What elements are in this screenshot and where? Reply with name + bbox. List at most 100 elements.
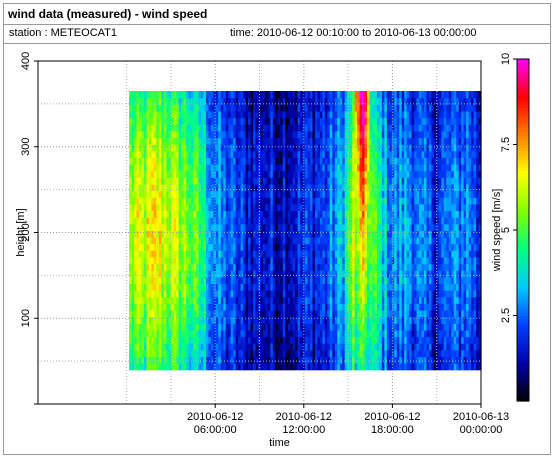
heatmap-cell [265, 270, 269, 278]
heatmap-cell [250, 144, 254, 152]
heatmap-cell [337, 236, 341, 245]
heatmap-cell [297, 144, 301, 152]
heatmap-cell [153, 250, 157, 258]
heatmap-cell [161, 144, 165, 152]
heatmap-cell [156, 110, 160, 119]
heatmap-cell [203, 276, 207, 285]
heatmap-cell [148, 316, 153, 324]
heatmap-cell [327, 170, 331, 178]
heatmap-cell [396, 349, 400, 358]
heatmap-cell [297, 303, 301, 311]
heatmap-cell [176, 250, 180, 258]
heatmap-cell [376, 177, 380, 185]
heatmap-cell [151, 303, 155, 311]
heatmap-cell [193, 190, 197, 198]
heatmap-cell [166, 343, 170, 351]
heatmap-cell [302, 290, 306, 298]
heatmap-cell [148, 104, 153, 112]
heatmap-cell [230, 236, 234, 245]
heatmap-cell [235, 170, 239, 178]
heatmap-cell [270, 363, 274, 371]
heatmap-cell [163, 197, 167, 205]
heatmap-cell [334, 283, 338, 291]
heatmap-cell [396, 190, 400, 198]
heatmap-cell [136, 104, 140, 112]
heatmap-cell [391, 210, 395, 218]
heatmap-cell [218, 343, 222, 351]
heatmap-cell [171, 270, 175, 278]
heatmap-cell [305, 183, 309, 192]
heatmap-cell [205, 270, 210, 278]
heatmap-cell [267, 177, 271, 185]
heatmap-cell [255, 250, 259, 258]
heatmap-cell [411, 356, 415, 364]
heatmap-cell [265, 223, 269, 231]
heatmap-cell [302, 236, 306, 245]
heatmap-cell [362, 296, 366, 304]
heatmap-cell [322, 303, 326, 311]
heatmap-cell [384, 309, 388, 318]
heatmap-cell [168, 236, 172, 245]
heatmap-cell [225, 164, 229, 172]
heatmap-cell [265, 329, 269, 338]
heatmap-cell [319, 230, 323, 238]
heatmap-cell [272, 110, 276, 119]
heatmap-cell [143, 256, 148, 265]
heatmap-cell [342, 329, 346, 338]
heatmap-cell [307, 329, 311, 338]
heatmap-cell [352, 104, 356, 112]
heatmap-cell [381, 164, 385, 172]
heatmap-cell [183, 336, 187, 344]
heatmap-cell [225, 223, 229, 231]
heatmap-cell [267, 283, 271, 291]
heatmap-cell [173, 263, 177, 271]
heatmap-cell [339, 91, 343, 99]
heatmap-cell [287, 276, 291, 285]
heatmap-cell [235, 137, 239, 145]
heatmap-cell [238, 309, 242, 318]
heatmap-cell [376, 323, 380, 331]
heatmap-cell [369, 343, 373, 351]
heatmap-cell [243, 223, 247, 231]
heatmap-cell [136, 363, 140, 371]
heatmap-cell [131, 170, 135, 178]
heatmap-cell [334, 276, 338, 285]
heatmap-cell [404, 263, 408, 271]
heatmap-cell [367, 349, 371, 358]
heatmap-cell [416, 296, 420, 304]
heatmap-cell [250, 97, 254, 105]
heatmap-cell [414, 164, 418, 172]
heatmap-cell [411, 323, 415, 331]
heatmap-cell [391, 190, 395, 198]
heatmap-cell [319, 270, 323, 278]
heatmap-cell [255, 230, 259, 238]
heatmap-cell [223, 117, 227, 125]
heatmap-cell [414, 124, 418, 132]
heatmap-cell [307, 250, 311, 258]
heatmap-cell [139, 323, 143, 331]
heatmap-cell [198, 363, 202, 371]
heatmap-cell [143, 329, 148, 338]
heatmap-cell [414, 197, 418, 205]
heatmap-cell [245, 91, 249, 99]
heatmap-cell [193, 130, 197, 139]
heatmap-cell [364, 283, 368, 291]
heatmap-cell [161, 296, 165, 304]
heatmap-cell [235, 110, 239, 119]
heatmap-cell [389, 276, 393, 285]
heatmap-cell [191, 343, 195, 351]
heatmap-cell [265, 217, 269, 225]
heatmap-cell [349, 177, 353, 185]
heatmap-cell [136, 336, 140, 344]
heatmap-cell [153, 110, 157, 119]
heatmap-cell [178, 110, 182, 119]
heatmap-cell [396, 117, 400, 125]
heatmap-cell [314, 303, 319, 311]
heatmap-cell [376, 91, 380, 99]
heatmap-cell [376, 276, 380, 285]
heatmap-cell [307, 323, 311, 331]
heatmap-cell [168, 150, 172, 158]
heatmap-cell [168, 223, 172, 231]
heatmap-cell [414, 183, 418, 192]
heatmap-cell [349, 183, 353, 192]
